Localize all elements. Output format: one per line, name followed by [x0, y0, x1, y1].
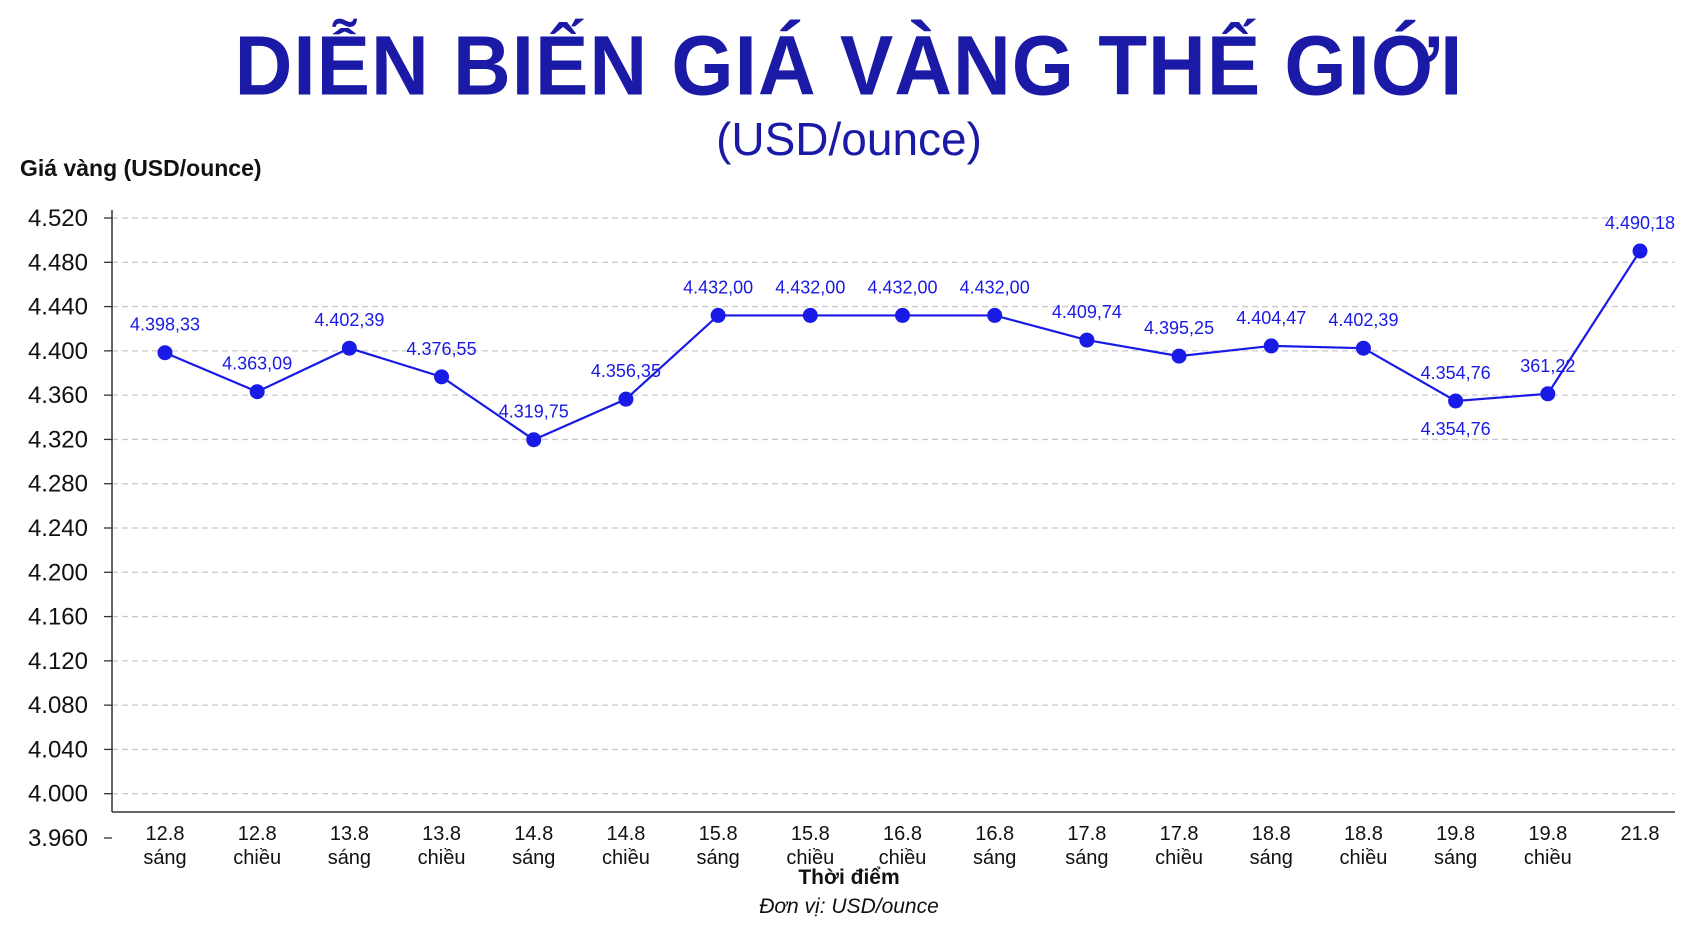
- x-tick-label-date: 19.8: [1436, 823, 1475, 845]
- data-point: [1448, 393, 1464, 409]
- y-tick-label: 4.440: [28, 294, 88, 321]
- y-tick-label: 4.040: [28, 736, 88, 763]
- data-label: 4.356,35: [591, 361, 661, 381]
- data-point: [1540, 386, 1556, 402]
- data-label: 4.402,39: [1328, 310, 1398, 330]
- data-label: 4.354,76: [1421, 363, 1491, 383]
- x-tick-label-session: chiều: [786, 847, 834, 869]
- data-point: [1079, 332, 1095, 348]
- y-tick-label: 4.120: [28, 648, 88, 675]
- x-tick-label-date: 13.8: [330, 823, 369, 845]
- data-point: [1355, 340, 1371, 356]
- x-tick-label-date: 15.8: [791, 823, 830, 845]
- x-tick-label-date: 21.8: [1621, 823, 1660, 845]
- x-tick-label-session: sáng: [143, 847, 186, 869]
- y-tick-label: 4.200: [28, 559, 88, 586]
- data-label: 4.319,75: [499, 402, 569, 422]
- y-tick-label: 4.000: [28, 781, 88, 808]
- x-tick-label-date: 13.8: [422, 823, 461, 845]
- data-label: 4.432,00: [867, 277, 937, 297]
- x-tick-label-date: 12.8: [146, 823, 185, 845]
- x-tick-label-session: chiều: [1524, 847, 1572, 869]
- x-tick-label-date: 15.8: [699, 823, 738, 845]
- x-tick-label-session: sáng: [512, 847, 555, 869]
- x-tick-label-session: chiều: [418, 847, 466, 869]
- data-point: [157, 345, 173, 361]
- x-tick-label-session: sáng: [973, 847, 1016, 869]
- data-label: 4.376,55: [407, 339, 477, 359]
- x-tick-label-session: sáng: [1434, 847, 1477, 869]
- data-label: 4.398,33: [130, 315, 200, 335]
- x-tick-label-session: chiều: [1155, 847, 1203, 869]
- x-tick-label-session: chiều: [602, 847, 650, 869]
- y-tick-label: 4.360: [28, 382, 88, 409]
- x-tick-label-date: 16.8: [975, 823, 1014, 845]
- data-label: 4.432,00: [683, 277, 753, 297]
- x-tick-label-session: sáng: [328, 847, 371, 869]
- x-tick-label-session: sáng: [1250, 847, 1293, 869]
- data-point: [341, 340, 357, 356]
- y-tick-label: 4.240: [28, 515, 88, 542]
- data-point: [618, 391, 634, 407]
- data-point: [895, 307, 910, 323]
- x-tick-label-session: chiều: [1340, 847, 1388, 869]
- x-tick-label-date: 17.8: [1160, 823, 1199, 845]
- data-label: 4.363,09: [222, 354, 292, 374]
- y-tick-label: 4.080: [28, 692, 88, 719]
- data-point: [1263, 338, 1279, 354]
- y-tick-label: 4.400: [28, 338, 88, 365]
- data-label: 4.404,47: [1236, 308, 1306, 328]
- x-tick-label-date: 12.8: [238, 823, 277, 845]
- y-tick-label: 4.280: [28, 471, 88, 498]
- x-axis-label: Thời điểm: [798, 866, 900, 889]
- data-label: 4.432,00: [775, 277, 845, 297]
- data-point: [249, 384, 265, 400]
- data-point: [1171, 348, 1187, 364]
- data-label: 4.432,00: [960, 277, 1030, 297]
- y-tick-label: 3.960: [28, 825, 88, 852]
- unit-note: Đơn vị: USD/ounce: [759, 895, 939, 918]
- data-point: [434, 369, 450, 385]
- x-tick-label-session: sáng: [1065, 847, 1108, 869]
- y-tick-label: 4.160: [28, 604, 88, 631]
- x-tick-label-date: 14.8: [514, 823, 553, 845]
- x-tick-label-date: 14.8: [606, 823, 645, 845]
- x-tick-label-session: sáng: [696, 847, 739, 869]
- data-point: [987, 307, 1003, 323]
- data-point: [526, 432, 542, 448]
- y-axis-label: Giá vàng (USD/ounce): [20, 155, 262, 181]
- x-tick-label-date: 18.8: [1344, 823, 1383, 845]
- data-label: 4.490,18: [1605, 213, 1675, 233]
- data-label: 4.395,25: [1144, 318, 1214, 338]
- x-tick-label-session: chiều: [879, 847, 927, 869]
- chart-title: DIỄN BIẾN GIÁ VÀNG THẾ GIỚI: [234, 18, 1464, 113]
- y-tick-label: 4.320: [28, 426, 88, 453]
- data-point: [1632, 243, 1648, 259]
- x-tick-label-date: 17.8: [1067, 823, 1106, 845]
- y-tick-label: 4.520: [28, 205, 88, 232]
- data-label: 4.402,39: [314, 310, 384, 330]
- data-point: [710, 307, 726, 323]
- y-tick-label: 4.480: [28, 249, 88, 276]
- x-tick-label-date: 18.8: [1252, 823, 1291, 845]
- data-point: [802, 307, 818, 323]
- x-tick-label-date: 16.8: [883, 823, 922, 845]
- data-label: 361,22: [1520, 356, 1575, 376]
- x-tick-label-date: 19.8: [1528, 823, 1567, 845]
- x-tick-label-session: chiều: [233, 847, 281, 869]
- data-label: 4.409,74: [1052, 302, 1122, 322]
- chart-subtitle: (USD/ounce): [716, 113, 982, 165]
- data-label-extra: 4.354,76: [1421, 419, 1491, 439]
